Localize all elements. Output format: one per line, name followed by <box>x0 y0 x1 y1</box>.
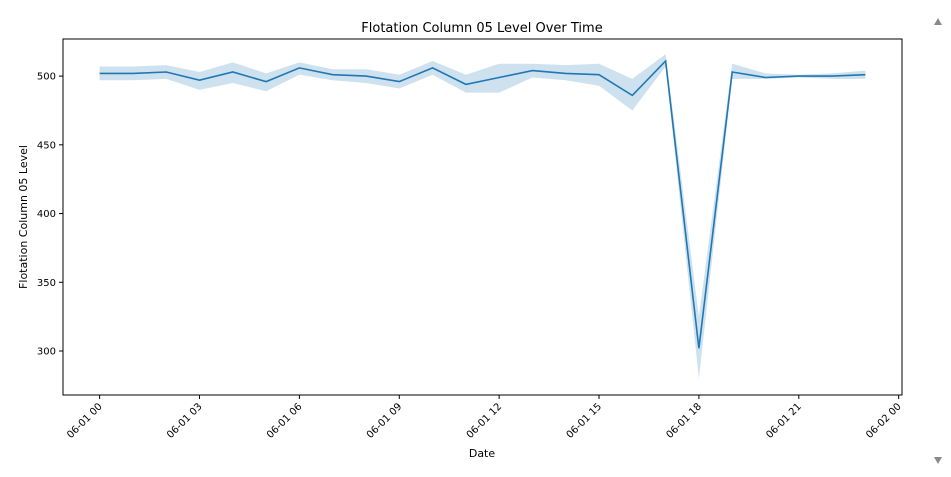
y-tick-label: 400 <box>37 209 56 220</box>
x-tick-label: 06-02 00 <box>864 401 904 441</box>
x-tick-label: 06-01 18 <box>664 401 704 441</box>
y-tick-label: 350 <box>37 278 56 289</box>
x-tick-label: 06-01 09 <box>365 401 405 441</box>
x-axis-label: Date <box>469 447 496 460</box>
y-tick-label: 450 <box>37 140 56 151</box>
scroll-up-arrow-icon[interactable] <box>934 18 942 25</box>
x-tick-label: 06-01 00 <box>65 401 105 441</box>
y-tick-label: 500 <box>37 72 56 83</box>
scroll-down-arrow-icon[interactable] <box>934 457 942 464</box>
x-tick-layer: 06-01 00 06-01 03 06-01 06 06-01 09 06-01 12… <box>65 395 904 441</box>
y-tick-label: 300 <box>37 347 56 358</box>
plot-frame <box>62 38 903 396</box>
x-tick-label: 06-01 06 <box>265 401 305 441</box>
y-axis-label: Flotation Column 05 Level <box>17 145 30 289</box>
series-line-layer <box>99 59 866 349</box>
x-tick-label: 06-01 03 <box>165 401 205 441</box>
confidence-band <box>99 54 866 379</box>
y-tick-layer: 300 350 400 450 500 <box>37 72 63 358</box>
x-tick-label: 06-01 15 <box>565 401 605 441</box>
confidence-band-layer <box>99 54 866 379</box>
x-tick-label: 06-01 21 <box>764 401 804 441</box>
chart-title: Flotation Column 05 Level Over Time <box>361 21 602 36</box>
series-line <box>99 59 866 349</box>
x-tick-label: 06-01 12 <box>465 401 505 441</box>
